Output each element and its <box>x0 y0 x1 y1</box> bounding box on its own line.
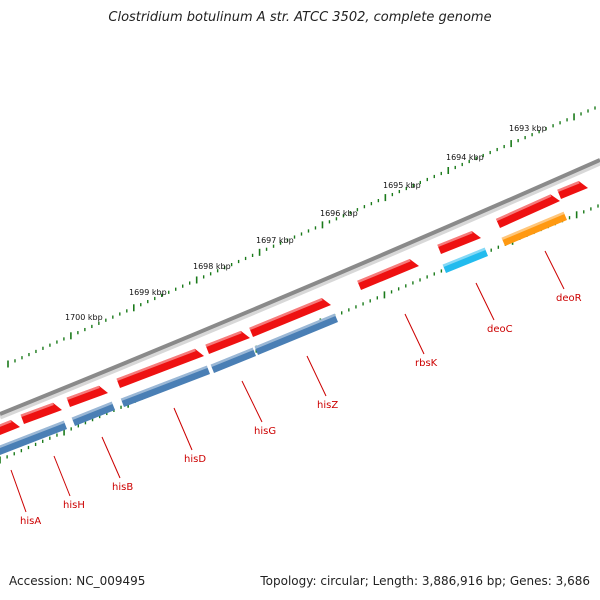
leader-line <box>10 469 27 513</box>
gene-red-1-highlight <box>0 419 12 427</box>
ruler-label-1694: 1694 kbp <box>446 153 484 162</box>
gene-label-hisZ: hisZ <box>317 400 338 411</box>
gene-red-1-body <box>0 419 20 435</box>
cds-cyan-deoC <box>442 247 488 273</box>
cds-blue-2 <box>71 401 115 426</box>
label-leaders <box>10 250 565 513</box>
gene-red-2-body <box>20 402 62 424</box>
ruler-label-1696: 1696 kbp <box>320 209 358 218</box>
gene-red-9-highlight <box>495 194 552 222</box>
gene-features <box>0 181 588 455</box>
gene-red-10-body <box>557 181 588 199</box>
ruler-label-1700: 1700 kbp <box>65 313 103 322</box>
genome-summary-text: Topology: circular; Length: 3,886,916 bp… <box>260 574 590 588</box>
genome-backbone <box>0 158 600 420</box>
leader-line <box>173 407 193 451</box>
ruler-label-1699: 1699 kbp <box>129 288 167 297</box>
gene-red-5-highlight <box>205 330 242 348</box>
gene-red-4-highlight <box>116 348 196 381</box>
backbone-shadow <box>0 160 600 420</box>
backbone-line <box>0 158 600 416</box>
gene-red-8-body <box>437 230 481 254</box>
gene-red-3-body <box>66 385 108 407</box>
cds-blue-3 <box>120 365 210 407</box>
leader-line <box>241 380 263 423</box>
ruler-label-1697: 1697 kbp <box>256 236 294 245</box>
gene-red-2-highlight <box>20 402 54 417</box>
cds-blue-4-body <box>210 347 256 373</box>
gene-label-hisA: hisA <box>20 516 41 527</box>
cds-cyan-deoC-body <box>442 247 488 273</box>
gene-label-deoC: deoC <box>487 324 513 335</box>
gene-red-8 <box>437 230 481 254</box>
gene-red-6-body <box>249 298 331 337</box>
cds-blue-1-highlight <box>0 420 65 449</box>
gene-red-10-highlight <box>557 181 580 193</box>
gene-red-6 <box>249 298 331 337</box>
gene-red-7-highlight <box>357 259 411 284</box>
gene-label-deoR: deoR <box>556 293 582 304</box>
cds-blue-2-highlight <box>71 401 113 420</box>
gene-label-rbsK: rbsK <box>415 358 438 369</box>
cds-blue-1-body <box>0 420 67 455</box>
gene-label-hisG: hisG <box>254 426 276 437</box>
leader-line <box>475 282 495 321</box>
gene-red-3 <box>66 385 108 407</box>
leader-line <box>306 355 327 397</box>
gene-red-4 <box>116 348 204 388</box>
cds-blue-5-highlight <box>254 313 336 349</box>
ruler-label-1698: 1698 kbp <box>193 262 231 271</box>
gene-red-4-body <box>116 348 204 388</box>
outer-ruler <box>7 106 596 368</box>
gene-labels: hisA hisH hisB hisD hisG hisZ rbsK deoC … <box>20 293 582 527</box>
gene-red-7 <box>357 259 419 290</box>
leader-line <box>53 455 71 497</box>
cds-blue-5-body <box>254 313 338 355</box>
cds-blue-4-highlight <box>210 347 254 367</box>
leader-line <box>544 250 565 290</box>
ruler-label-1695: 1695 kbp <box>383 181 421 190</box>
gene-red-2 <box>20 402 62 424</box>
gene-red-5-body <box>205 330 250 354</box>
gene-label-hisB: hisB <box>112 482 133 493</box>
gene-red-6-highlight <box>249 298 323 331</box>
gene-red-9-body <box>495 194 560 228</box>
cds-orange-deoR-body <box>501 211 567 246</box>
gene-red-8-highlight <box>437 230 473 248</box>
cds-blue-3-body <box>120 365 210 407</box>
gene-label-hisD: hisD <box>184 454 206 465</box>
cds-blue-5 <box>254 313 338 355</box>
gene-red-1 <box>0 419 20 435</box>
cds-cyan-deoC-highlight <box>442 247 486 267</box>
leader-line <box>404 313 425 355</box>
cds-blue-2-body <box>71 401 115 426</box>
gene-red-5 <box>205 330 250 354</box>
gene-red-7-body <box>357 259 419 290</box>
cds-blue-1 <box>0 420 67 455</box>
gene-red-3-highlight <box>66 385 100 400</box>
gene-label-hisH: hisH <box>63 500 85 511</box>
gene-red-10 <box>557 181 588 199</box>
gene-red-9 <box>495 194 560 228</box>
cds-blue-3-highlight <box>120 365 208 401</box>
cds-orange-deoR <box>501 211 567 246</box>
ruler-labels: 1693 kbp 1694 kbp 1695 kbp 1696 kbp 1697… <box>65 124 547 322</box>
ruler-label-1693: 1693 kbp <box>509 124 547 133</box>
accession-text: Accession: NC_009495 <box>9 574 146 588</box>
cds-blue-4 <box>210 347 256 373</box>
figure-title: Clostridium botulinum A str. ATCC 3502, … <box>108 10 492 25</box>
leader-line <box>101 436 121 479</box>
cds-orange-deoR-highlight <box>501 211 565 241</box>
